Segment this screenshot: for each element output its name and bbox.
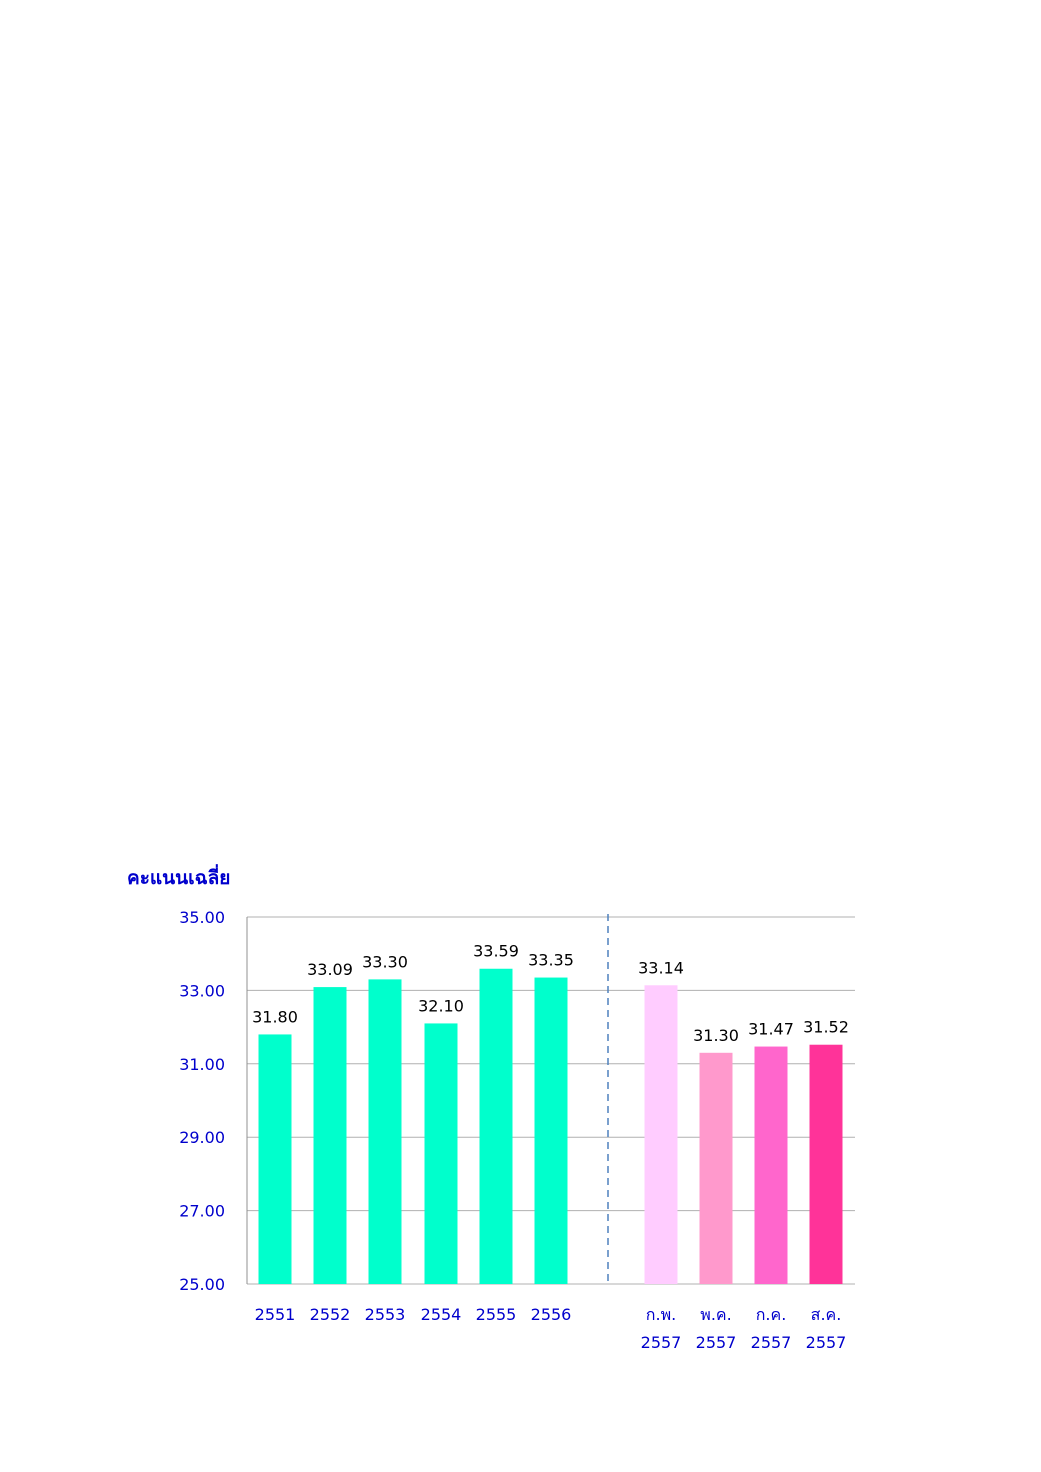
x-tick-label-year: 2557: [641, 1333, 682, 1352]
y-axis-label: คะแนนเฉลี่ย: [127, 864, 230, 889]
x-tick-label: 2552: [310, 1305, 351, 1324]
value-labels: 31.80 33.09 33.30 32.10 33.59 33.35 33.14 31.30…: [252, 942, 849, 1045]
x-tick-label: 2556: [531, 1305, 572, 1324]
bar: [534, 977, 568, 1284]
y-tick-label: 33.00: [179, 981, 225, 1000]
x-tick-label: 2553: [365, 1305, 406, 1324]
bar-value-label: 31.30: [693, 1026, 739, 1045]
y-tick-label: 35.00: [179, 908, 225, 927]
bar: [313, 987, 347, 1284]
bar-value-label: 33.30: [362, 952, 408, 971]
bar: [699, 1052, 733, 1284]
bar-value-label: 31.52: [803, 1018, 849, 1037]
x-tick-label-year: 2557: [806, 1333, 847, 1352]
y-axis-ticks: 25.00 27.00 29.00 31.00 33.00 35.00: [179, 908, 225, 1294]
bar-value-label: 31.80: [252, 1007, 298, 1026]
bar-value-label: 32.10: [418, 996, 464, 1015]
x-tick-label: พ.ค.: [700, 1305, 731, 1324]
x-tick-label-year: 2557: [751, 1333, 792, 1352]
bar: [644, 985, 678, 1284]
x-tick-label: ส.ค.: [811, 1305, 842, 1324]
bar-value-label: 33.09: [307, 960, 353, 979]
bar-value-label: 31.47: [748, 1020, 794, 1039]
y-tick-label: 29.00: [179, 1128, 225, 1147]
bar-value-label: 33.59: [473, 942, 519, 961]
bar-value-label: 33.35: [528, 951, 574, 970]
x-tick-label: ก.พ.: [646, 1305, 676, 1324]
bar: [368, 979, 402, 1284]
y-tick-label: 25.00: [179, 1275, 225, 1294]
x-tick-label: 2551: [255, 1305, 296, 1324]
y-tick-label: 31.00: [179, 1055, 225, 1074]
x-tick-label: 2554: [421, 1305, 462, 1324]
bar: [258, 1034, 292, 1284]
bar: [754, 1046, 788, 1284]
x-tick-label: 2555: [476, 1305, 517, 1324]
x-axis-ticks: 2551 2552 2553 2554 2555 2556 ก.พ. 2557 พ.ค. 2557…: [255, 1305, 847, 1352]
bar-value-label: 33.14: [638, 958, 684, 977]
x-tick-label-year: 2557: [696, 1333, 737, 1352]
bars: [258, 968, 843, 1284]
y-tick-label: 27.00: [179, 1202, 225, 1221]
bar: [479, 968, 513, 1284]
x-tick-label: ก.ค.: [756, 1305, 787, 1324]
bar: [809, 1044, 843, 1284]
bar: [424, 1023, 458, 1284]
